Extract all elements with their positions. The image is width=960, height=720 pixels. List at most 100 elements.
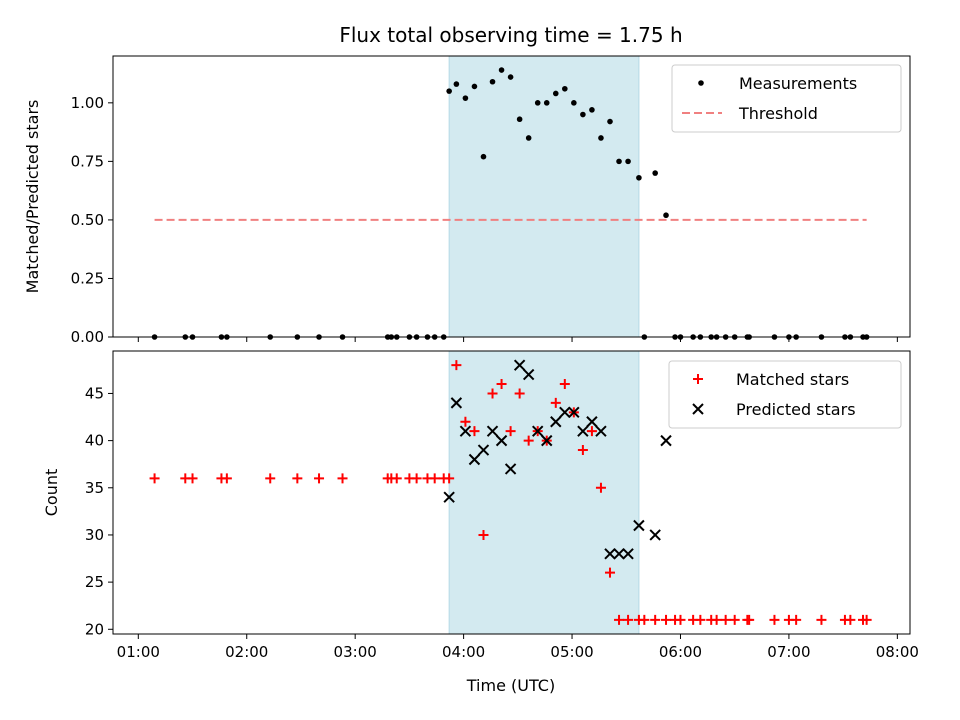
data-point xyxy=(550,416,562,428)
data-point xyxy=(471,83,478,90)
data-point xyxy=(663,212,669,219)
data-point xyxy=(652,170,658,176)
data-point xyxy=(187,473,198,484)
data-point xyxy=(459,425,472,437)
data-point xyxy=(580,111,586,118)
data-point xyxy=(720,614,731,625)
data-point xyxy=(625,158,631,165)
data-point xyxy=(586,426,597,437)
x-tick-label: 02:00 xyxy=(225,643,268,661)
data-point xyxy=(562,85,568,92)
data-point xyxy=(577,445,588,456)
data-point xyxy=(534,100,541,106)
data-point xyxy=(514,388,525,399)
x-tick-label: 08:00 xyxy=(876,643,919,661)
data-point xyxy=(650,614,661,625)
legend-marker xyxy=(693,374,703,384)
data-point xyxy=(496,379,507,390)
data-point xyxy=(607,118,613,125)
data-point xyxy=(468,453,481,466)
data-point xyxy=(444,473,455,484)
data-point xyxy=(604,548,616,560)
y-tick-label: 0.50 xyxy=(71,211,104,229)
data-point xyxy=(505,426,516,437)
legend-marker xyxy=(692,403,704,415)
bottom-panel: 20 25 30 35 40 45 01:00 02:00 03:00 04:00 05:00 06:… xyxy=(42,350,919,661)
data-point xyxy=(729,614,740,625)
data-point xyxy=(639,614,650,625)
data-point xyxy=(522,368,535,381)
data-point xyxy=(337,473,348,484)
data-point xyxy=(516,116,523,123)
data-point xyxy=(504,463,517,475)
y-tick-label: 0.75 xyxy=(71,152,104,170)
legend-label: Matched stars xyxy=(736,370,849,389)
data-point xyxy=(450,397,463,409)
data-point xyxy=(595,425,607,437)
y-axis-label: Matched/Predicted stars xyxy=(23,100,42,294)
x-tick-label: 06:00 xyxy=(659,643,702,661)
y-tick-label: 35 xyxy=(85,479,104,497)
observing-window xyxy=(448,55,640,338)
data-point xyxy=(443,491,455,503)
data-point xyxy=(622,548,634,560)
data-point xyxy=(559,379,570,390)
data-point xyxy=(487,388,498,399)
data-point xyxy=(595,482,606,493)
data-point xyxy=(661,614,672,625)
data-point xyxy=(513,359,526,371)
data-point xyxy=(695,614,706,625)
data-point xyxy=(604,567,615,578)
legend-label: Threshold xyxy=(738,104,818,123)
data-point xyxy=(769,614,780,625)
data-point xyxy=(613,548,625,560)
legend-label: Measurements xyxy=(739,74,857,93)
data-point xyxy=(446,88,452,94)
data-point xyxy=(614,614,625,625)
data-point xyxy=(489,78,496,85)
x-axis-label: Time (UTC) xyxy=(466,676,555,695)
y-tick-label: 30 xyxy=(85,526,104,544)
data-point xyxy=(531,425,544,437)
data-point xyxy=(525,135,532,141)
data-point xyxy=(462,95,469,101)
data-point xyxy=(623,614,634,625)
data-point xyxy=(589,107,595,113)
data-point xyxy=(477,444,490,456)
data-point xyxy=(552,90,559,97)
observing-window xyxy=(448,350,640,635)
data-point xyxy=(265,473,276,484)
data-point xyxy=(451,360,462,371)
data-point xyxy=(507,74,514,80)
data-point xyxy=(568,406,580,419)
x-tick-label: 05:00 xyxy=(550,643,593,661)
y-tick-label: 45 xyxy=(85,384,104,402)
data-point xyxy=(314,473,325,484)
y-tick-label: 0.25 xyxy=(71,269,104,287)
data-point xyxy=(649,529,661,541)
data-point xyxy=(577,425,589,437)
data-point xyxy=(816,614,827,625)
data-point xyxy=(660,434,672,447)
data-point xyxy=(221,473,232,484)
top-panel: 0.00 0.25 0.50 0.75 1.00 Matched/Predicted st… xyxy=(23,55,911,346)
data-point xyxy=(478,529,489,540)
x-tick-label: 07:00 xyxy=(767,643,810,661)
data-point xyxy=(616,158,622,165)
legend-marker xyxy=(698,80,704,86)
data-point xyxy=(744,614,755,625)
y-tick-label: 20 xyxy=(85,620,104,638)
legend-box xyxy=(671,64,902,133)
y-tick-label: 1.00 xyxy=(71,94,104,112)
axes-frame xyxy=(112,350,911,635)
data-point xyxy=(429,473,440,484)
data-point xyxy=(861,614,872,625)
data-point xyxy=(391,473,402,484)
legend-box xyxy=(668,360,902,429)
data-point xyxy=(495,434,508,447)
legend-label: Predicted stars xyxy=(736,400,856,419)
data-point xyxy=(149,473,160,484)
data-point xyxy=(292,473,303,484)
axes-frame xyxy=(112,55,911,338)
data-point xyxy=(411,473,422,484)
